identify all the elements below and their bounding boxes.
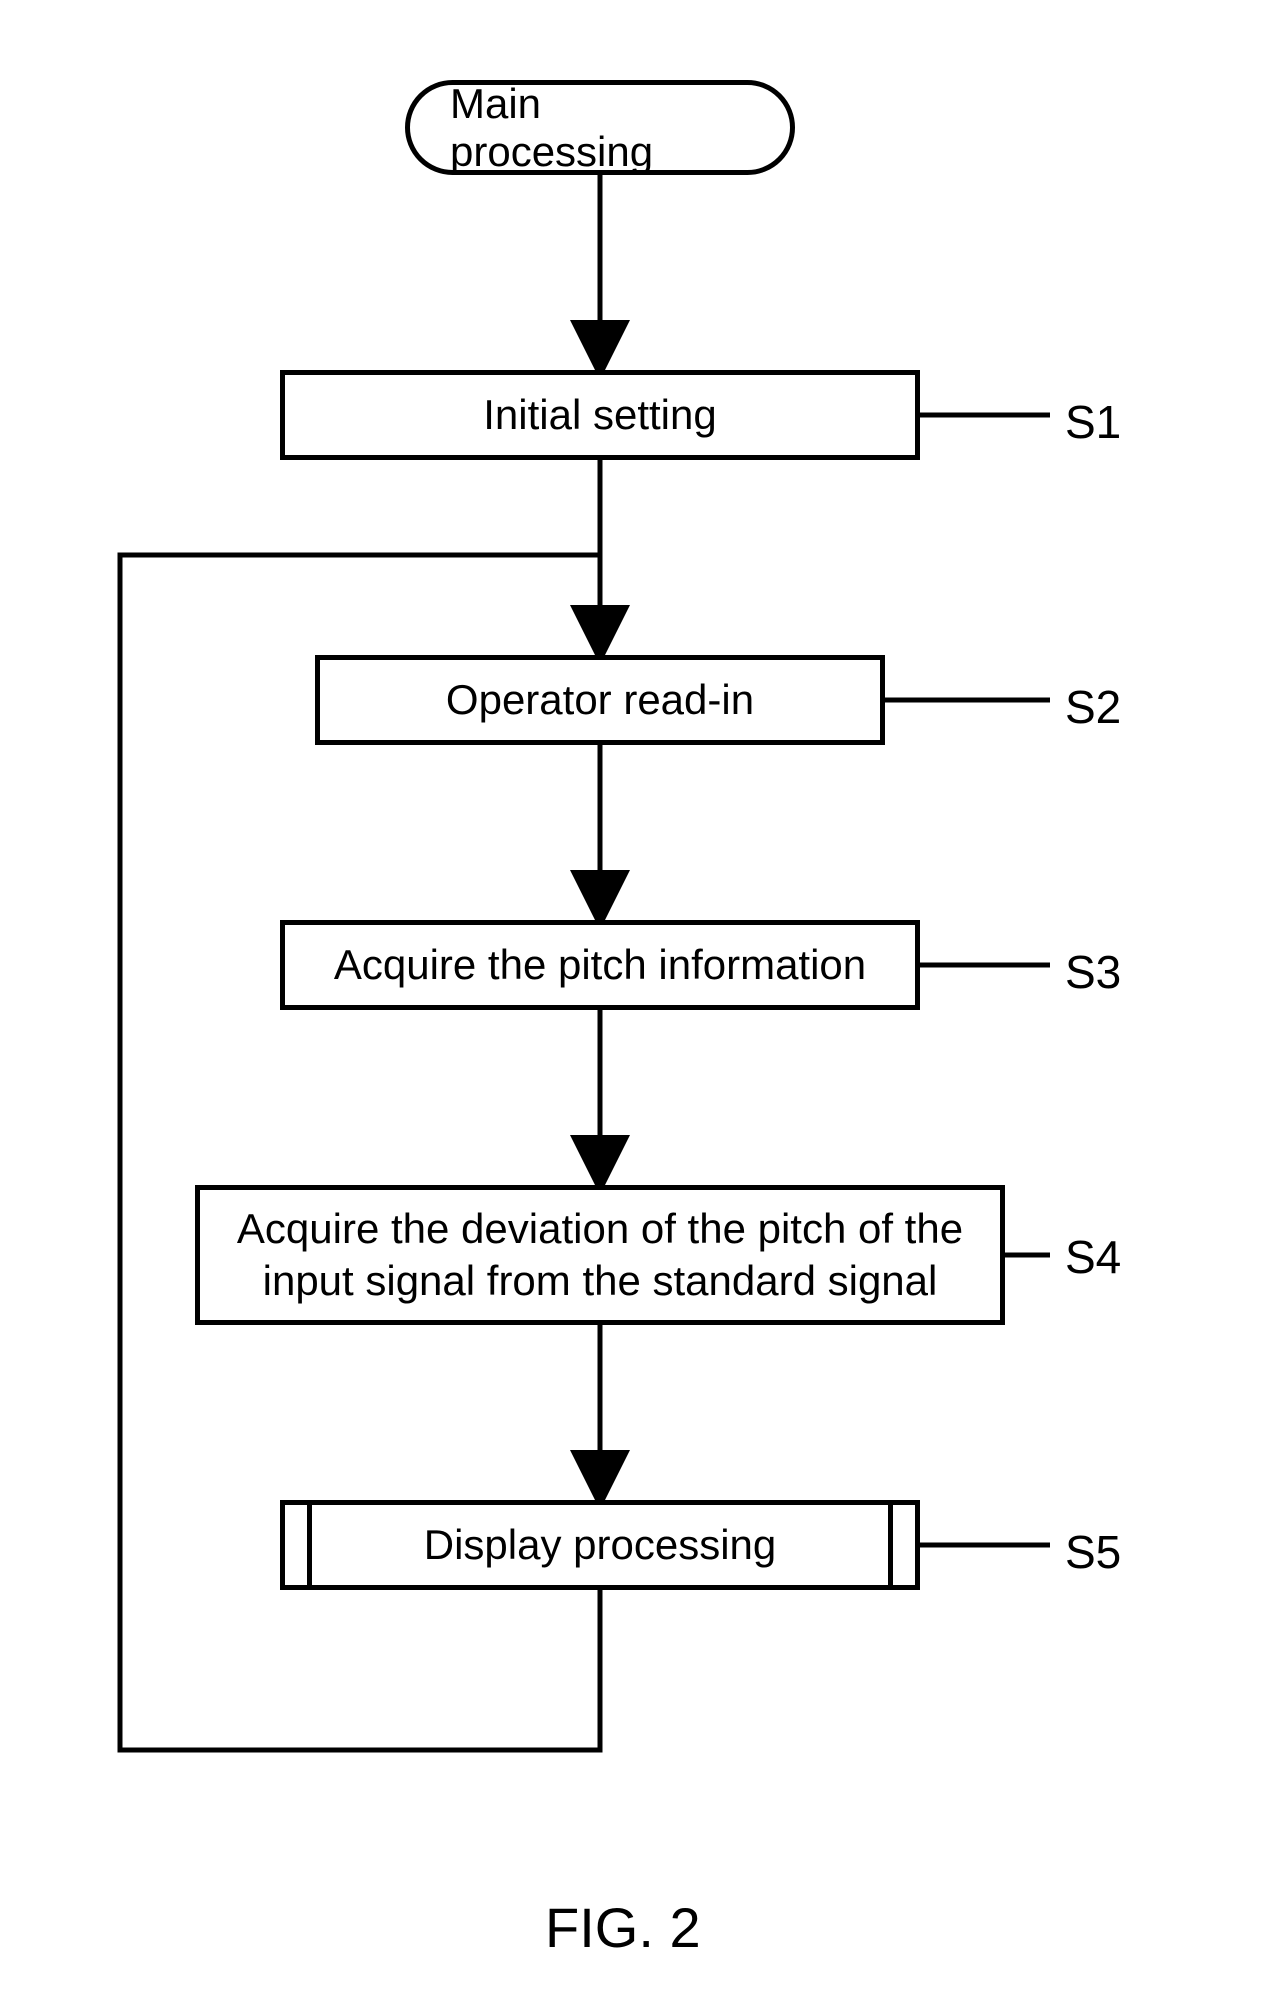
terminal-start: Main processing bbox=[405, 80, 795, 175]
process-s4-label: Acquire the deviation of the pitch of th… bbox=[230, 1203, 970, 1308]
flowchart-container: Main processing Initial setting S1 Opera… bbox=[0, 0, 1275, 2014]
step-label-s1: S1 bbox=[1065, 395, 1121, 449]
step-label-s2: S2 bbox=[1065, 680, 1121, 734]
process-s1: Initial setting bbox=[280, 370, 920, 460]
process-s2-label: Operator read-in bbox=[446, 674, 754, 727]
process-s3: Acquire the pitch information bbox=[280, 920, 920, 1010]
process-s3-label: Acquire the pitch information bbox=[334, 939, 866, 992]
terminal-start-label: Main processing bbox=[450, 80, 750, 176]
subprocess-s5-label: Display processing bbox=[424, 1521, 777, 1569]
process-s4: Acquire the deviation of the pitch of th… bbox=[195, 1185, 1005, 1325]
subprocess-s5: Display processing bbox=[280, 1500, 920, 1590]
step-label-s4: S4 bbox=[1065, 1230, 1121, 1284]
figure-label: FIG. 2 bbox=[545, 1895, 701, 1960]
process-s2: Operator read-in bbox=[315, 655, 885, 745]
step-label-s5: S5 bbox=[1065, 1525, 1121, 1579]
step-label-s3: S3 bbox=[1065, 945, 1121, 999]
process-s1-label: Initial setting bbox=[483, 389, 716, 442]
